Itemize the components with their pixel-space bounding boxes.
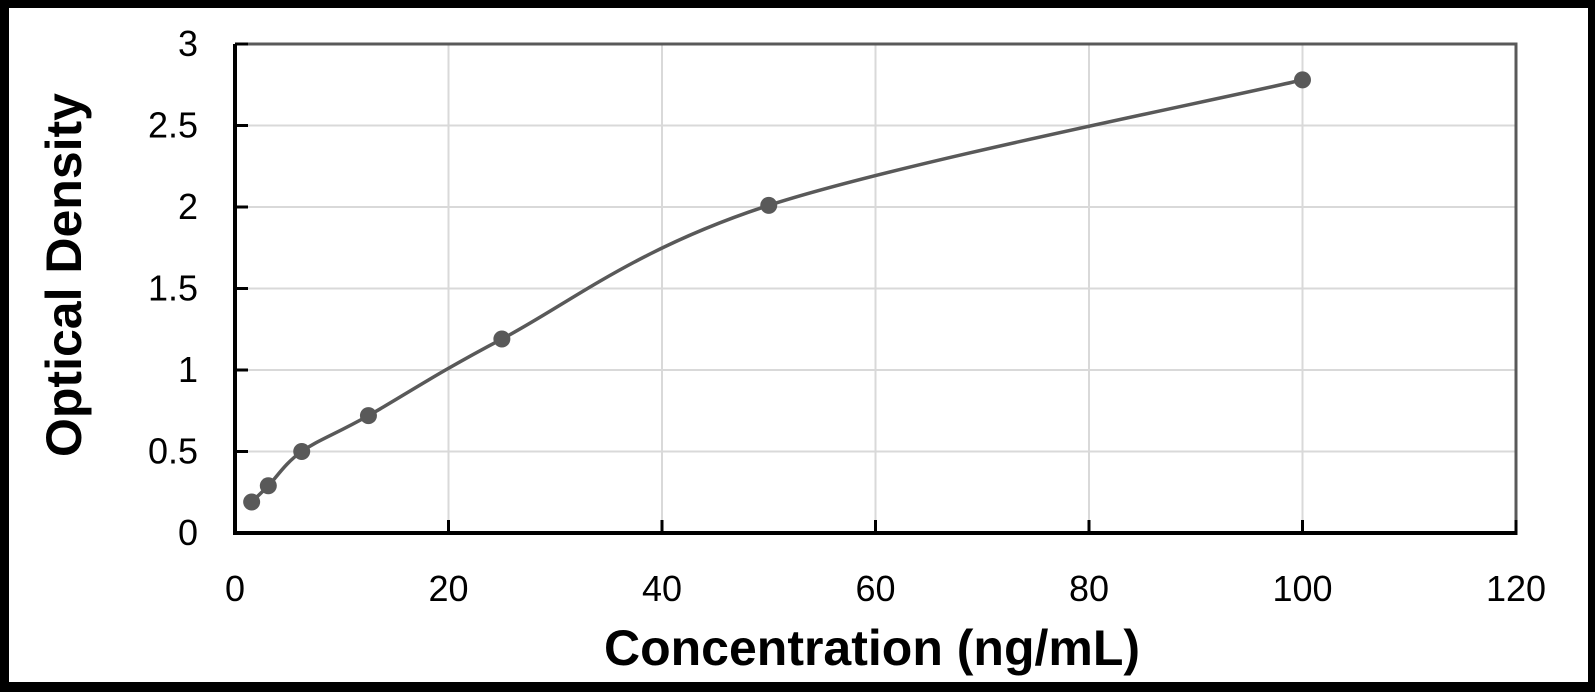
x-tick-label: 0: [225, 568, 245, 609]
x-tick-label: 60: [855, 568, 895, 609]
x-tick-label: 100: [1272, 568, 1332, 609]
x-tick-label: 80: [1069, 568, 1109, 609]
y-tick-label: 1: [178, 349, 198, 390]
fit-curve: [249, 78, 1305, 504]
data-point: [1294, 71, 1311, 89]
y-tick-label: 3: [178, 23, 198, 64]
data-point: [760, 196, 778, 214]
data-point: [359, 407, 377, 425]
y-axis-title: Optical Density: [36, 93, 92, 457]
data-point: [493, 330, 511, 348]
y-tick-label: 0.5: [148, 431, 198, 472]
y-tick-label: 1.5: [148, 268, 198, 309]
y-tick-label: 0: [178, 512, 198, 553]
y-tick-label: 2: [178, 186, 198, 227]
x-tick-label: 120: [1486, 568, 1546, 609]
x-tick-label: 20: [428, 568, 468, 609]
x-axis-title: Concentration (ng/mL): [603, 620, 1141, 676]
data-point: [293, 443, 311, 460]
y-tick-label: 2.5: [148, 105, 198, 146]
x-tick-label: 40: [642, 568, 682, 609]
data-point: [243, 493, 261, 511]
data-point: [259, 477, 277, 495]
